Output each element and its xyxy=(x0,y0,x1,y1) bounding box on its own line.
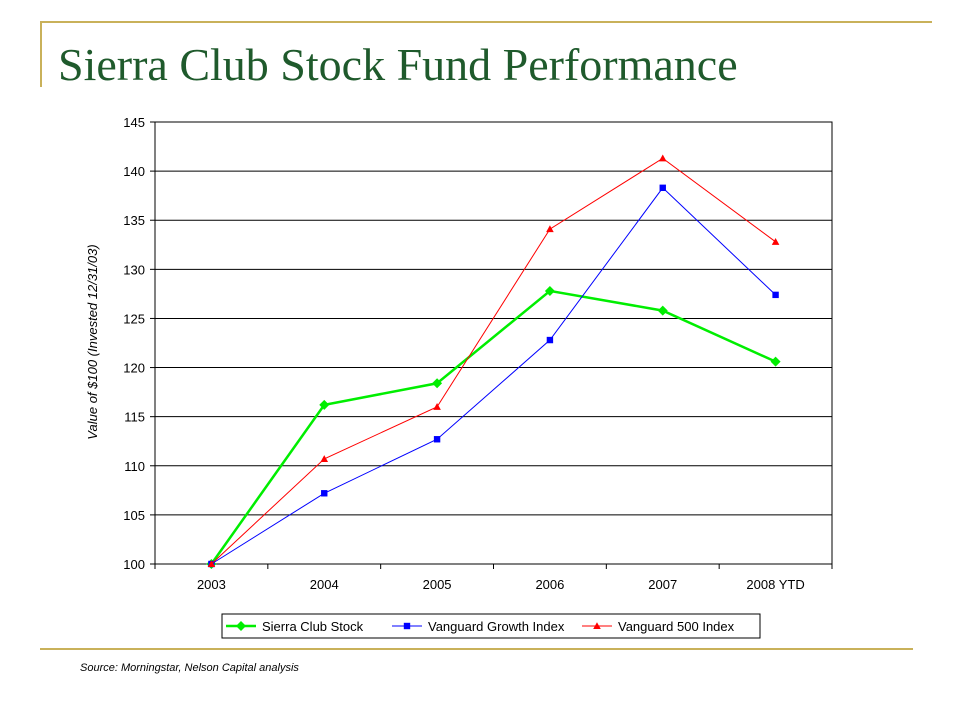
y-tick-label: 145 xyxy=(123,115,145,130)
sierra-club-stock-legend-marker xyxy=(236,621,246,631)
vanguard-growth-index-line xyxy=(211,187,776,565)
vanguard-500-index-point xyxy=(320,455,329,462)
vanguard-growth-index-point xyxy=(772,291,779,299)
vanguard-500-index-line xyxy=(211,157,776,565)
y-tick-label: 140 xyxy=(123,164,145,179)
left-rule xyxy=(40,21,42,87)
vanguard-500-index-point xyxy=(658,154,667,162)
vanguard-500-index-legend-marker xyxy=(593,622,601,630)
source-note: Source: Morningstar, Nelson Capital anal… xyxy=(80,662,299,674)
y-tick-label: 130 xyxy=(123,262,145,277)
sierra-club-stock-point xyxy=(544,285,555,296)
y-axis-title: Value of $100 (Invested 12/31/03) xyxy=(85,244,100,439)
x-tick-label: 2005 xyxy=(423,577,452,592)
sierra-club-stock-line xyxy=(210,289,777,565)
y-tick-label: 100 xyxy=(123,557,145,572)
vanguard-500-index-legend-label: Vanguard 500 Index xyxy=(618,619,735,634)
vanguard-growth-index-point xyxy=(321,490,328,497)
y-tick-label: 120 xyxy=(123,361,145,376)
vanguard-growth-index-legend-marker xyxy=(403,622,411,630)
vanguard-500-index-point xyxy=(771,238,780,245)
sierra-club-stock-point xyxy=(657,305,668,316)
top-rule xyxy=(40,21,932,23)
y-tick-label: 135 xyxy=(123,213,145,228)
x-tick-label: 2007 xyxy=(648,577,677,592)
bottom-rule xyxy=(40,648,913,650)
vanguard-500-index-point xyxy=(433,403,441,410)
sierra-club-stock-point xyxy=(432,378,443,389)
vanguard-500-index-point xyxy=(546,225,554,233)
sierra-club-stock-point xyxy=(319,399,330,410)
y-tick-label: 110 xyxy=(124,459,145,474)
plot-area xyxy=(154,121,833,565)
vanguard-growth-index-point xyxy=(433,436,441,443)
x-tick-label: 2006 xyxy=(535,577,564,592)
slide-title: Sierra Club Stock Fund Performance xyxy=(58,39,738,90)
x-tick-label: 2003 xyxy=(197,577,226,592)
sierra-club-stock-point xyxy=(770,356,781,367)
vanguard-growth-index-point xyxy=(659,184,666,192)
vanguard-500-index-point xyxy=(207,560,216,568)
vanguard-growth-index-point xyxy=(546,336,554,344)
sierra-club-stock-legend-label: Sierra Club Stock xyxy=(262,619,364,634)
y-tick-label: 125 xyxy=(123,311,145,326)
y-tick-label: 115 xyxy=(124,410,145,425)
y-tick-label: 105 xyxy=(123,508,145,523)
x-tick-label: 2008 YTD xyxy=(746,577,804,592)
vanguard-growth-index-legend-label: Vanguard Growth Index xyxy=(428,619,565,634)
legend-box xyxy=(221,613,761,639)
x-tick-label: 2004 xyxy=(310,577,339,592)
